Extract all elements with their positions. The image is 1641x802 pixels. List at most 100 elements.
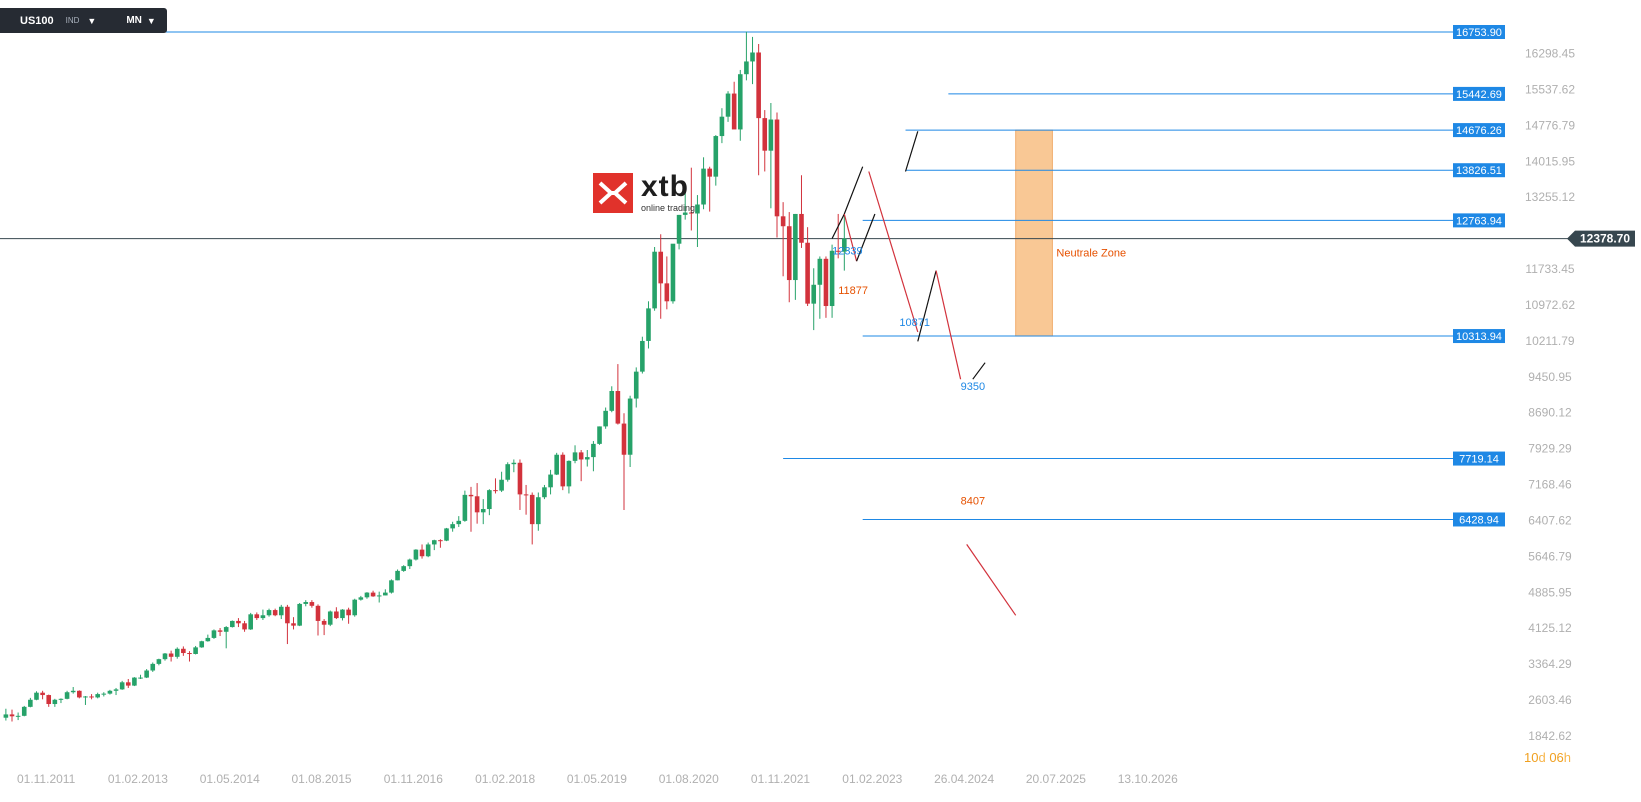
candle-body bbox=[95, 694, 100, 698]
candle-body bbox=[487, 490, 492, 510]
candle-body bbox=[682, 212, 688, 215]
scenario-path bbox=[904, 131, 919, 172]
candle-body bbox=[358, 597, 364, 600]
candle bbox=[474, 483, 480, 524]
candle bbox=[762, 110, 768, 172]
y-tick-label: 5646.79 bbox=[1528, 549, 1572, 563]
candle-body bbox=[750, 52, 755, 62]
x-tick-label: 01.05.2019 bbox=[567, 772, 627, 786]
candle-body bbox=[40, 692, 45, 696]
candle bbox=[731, 81, 737, 130]
level-price-tag bbox=[1453, 25, 1505, 39]
candle bbox=[266, 608, 272, 617]
candle bbox=[633, 367, 639, 408]
candle bbox=[156, 658, 162, 666]
level-price-label: 12763.94 bbox=[1456, 215, 1502, 227]
candle bbox=[701, 157, 706, 210]
candle-body bbox=[321, 620, 327, 625]
symbol-label[interactable]: US100 bbox=[20, 14, 54, 27]
candle bbox=[640, 336, 645, 374]
candle bbox=[278, 604, 284, 620]
candle bbox=[70, 687, 76, 694]
candle-body bbox=[786, 226, 792, 281]
candle bbox=[523, 484, 529, 515]
candle bbox=[438, 539, 443, 548]
candle bbox=[352, 598, 358, 617]
candle-body bbox=[817, 258, 823, 285]
logo-tagline: online trading bbox=[641, 203, 696, 213]
candle-body bbox=[701, 168, 706, 205]
x-tick-label: 01.05.2014 bbox=[200, 772, 260, 786]
candle bbox=[285, 604, 290, 645]
candle bbox=[9, 709, 15, 722]
scenario-path bbox=[972, 362, 986, 380]
y-tick-label: 8690.12 bbox=[1528, 406, 1572, 420]
timeframe-dropdown-icon[interactable]: ▼ bbox=[146, 15, 156, 26]
candle bbox=[315, 604, 321, 636]
level-price-tag bbox=[1453, 451, 1505, 466]
candle-body bbox=[113, 689, 119, 691]
candle bbox=[107, 689, 113, 695]
candle bbox=[21, 705, 27, 717]
candle bbox=[505, 462, 511, 482]
y-tick-label: 16298.45 bbox=[1525, 47, 1575, 61]
candle-body bbox=[297, 603, 302, 626]
candle-body bbox=[450, 524, 455, 529]
candle bbox=[217, 628, 223, 637]
level-price-tag bbox=[1453, 86, 1505, 101]
candle bbox=[236, 618, 241, 628]
symbol-dropdown-icon[interactable]: ▼ bbox=[87, 15, 97, 26]
x-tick-label: 20.07.2025 bbox=[1026, 772, 1086, 786]
candle bbox=[113, 687, 119, 696]
candle bbox=[64, 690, 70, 700]
x-tick-label: 01.02.2023 bbox=[842, 772, 902, 786]
level-price-label: 14676.26 bbox=[1456, 125, 1502, 137]
level-price-label: 7719.14 bbox=[1459, 454, 1499, 466]
candle bbox=[719, 108, 725, 144]
candle-body bbox=[125, 682, 131, 686]
candle-body bbox=[389, 580, 394, 593]
scenario-path bbox=[843, 213, 858, 262]
timeframe-label[interactable]: MN bbox=[126, 15, 142, 26]
candle bbox=[842, 213, 847, 271]
y-tick-label: 4125.12 bbox=[1528, 621, 1572, 635]
candle bbox=[744, 31, 749, 81]
candle bbox=[419, 544, 425, 559]
candle-body bbox=[737, 74, 743, 130]
candle-body bbox=[174, 648, 180, 657]
x-tick-label: 01.11.2011 bbox=[17, 772, 76, 786]
candle-body bbox=[725, 93, 731, 117]
level-price-label: 16753.90 bbox=[1456, 27, 1502, 39]
candle-body bbox=[77, 690, 82, 698]
candle-body bbox=[597, 426, 602, 444]
candle bbox=[456, 516, 462, 527]
candle-body bbox=[315, 605, 321, 621]
candle-body bbox=[658, 251, 664, 284]
candle-body bbox=[383, 592, 388, 596]
candle-body bbox=[407, 559, 413, 567]
candle bbox=[774, 112, 780, 238]
candle-body bbox=[272, 610, 278, 616]
candle bbox=[646, 301, 651, 349]
candle bbox=[205, 634, 211, 642]
candle bbox=[566, 460, 572, 494]
candle-body bbox=[603, 410, 608, 427]
candle-body bbox=[28, 699, 33, 707]
level-price-tag bbox=[1453, 123, 1505, 138]
candle bbox=[303, 600, 309, 607]
candle-body bbox=[254, 614, 260, 619]
x-tick-label: 01.02.2018 bbox=[475, 772, 535, 786]
candle-body bbox=[425, 544, 431, 557]
neutral-zone bbox=[1015, 129, 1053, 337]
candle bbox=[817, 256, 823, 319]
candle-body bbox=[181, 648, 186, 654]
candle bbox=[83, 695, 88, 705]
candle-body bbox=[633, 371, 639, 399]
candle-body bbox=[652, 251, 657, 309]
candle bbox=[499, 471, 504, 493]
candle-body bbox=[578, 452, 584, 460]
candle bbox=[695, 195, 700, 248]
brand-logo: xtb online trading bbox=[593, 172, 696, 213]
candle bbox=[597, 426, 602, 445]
